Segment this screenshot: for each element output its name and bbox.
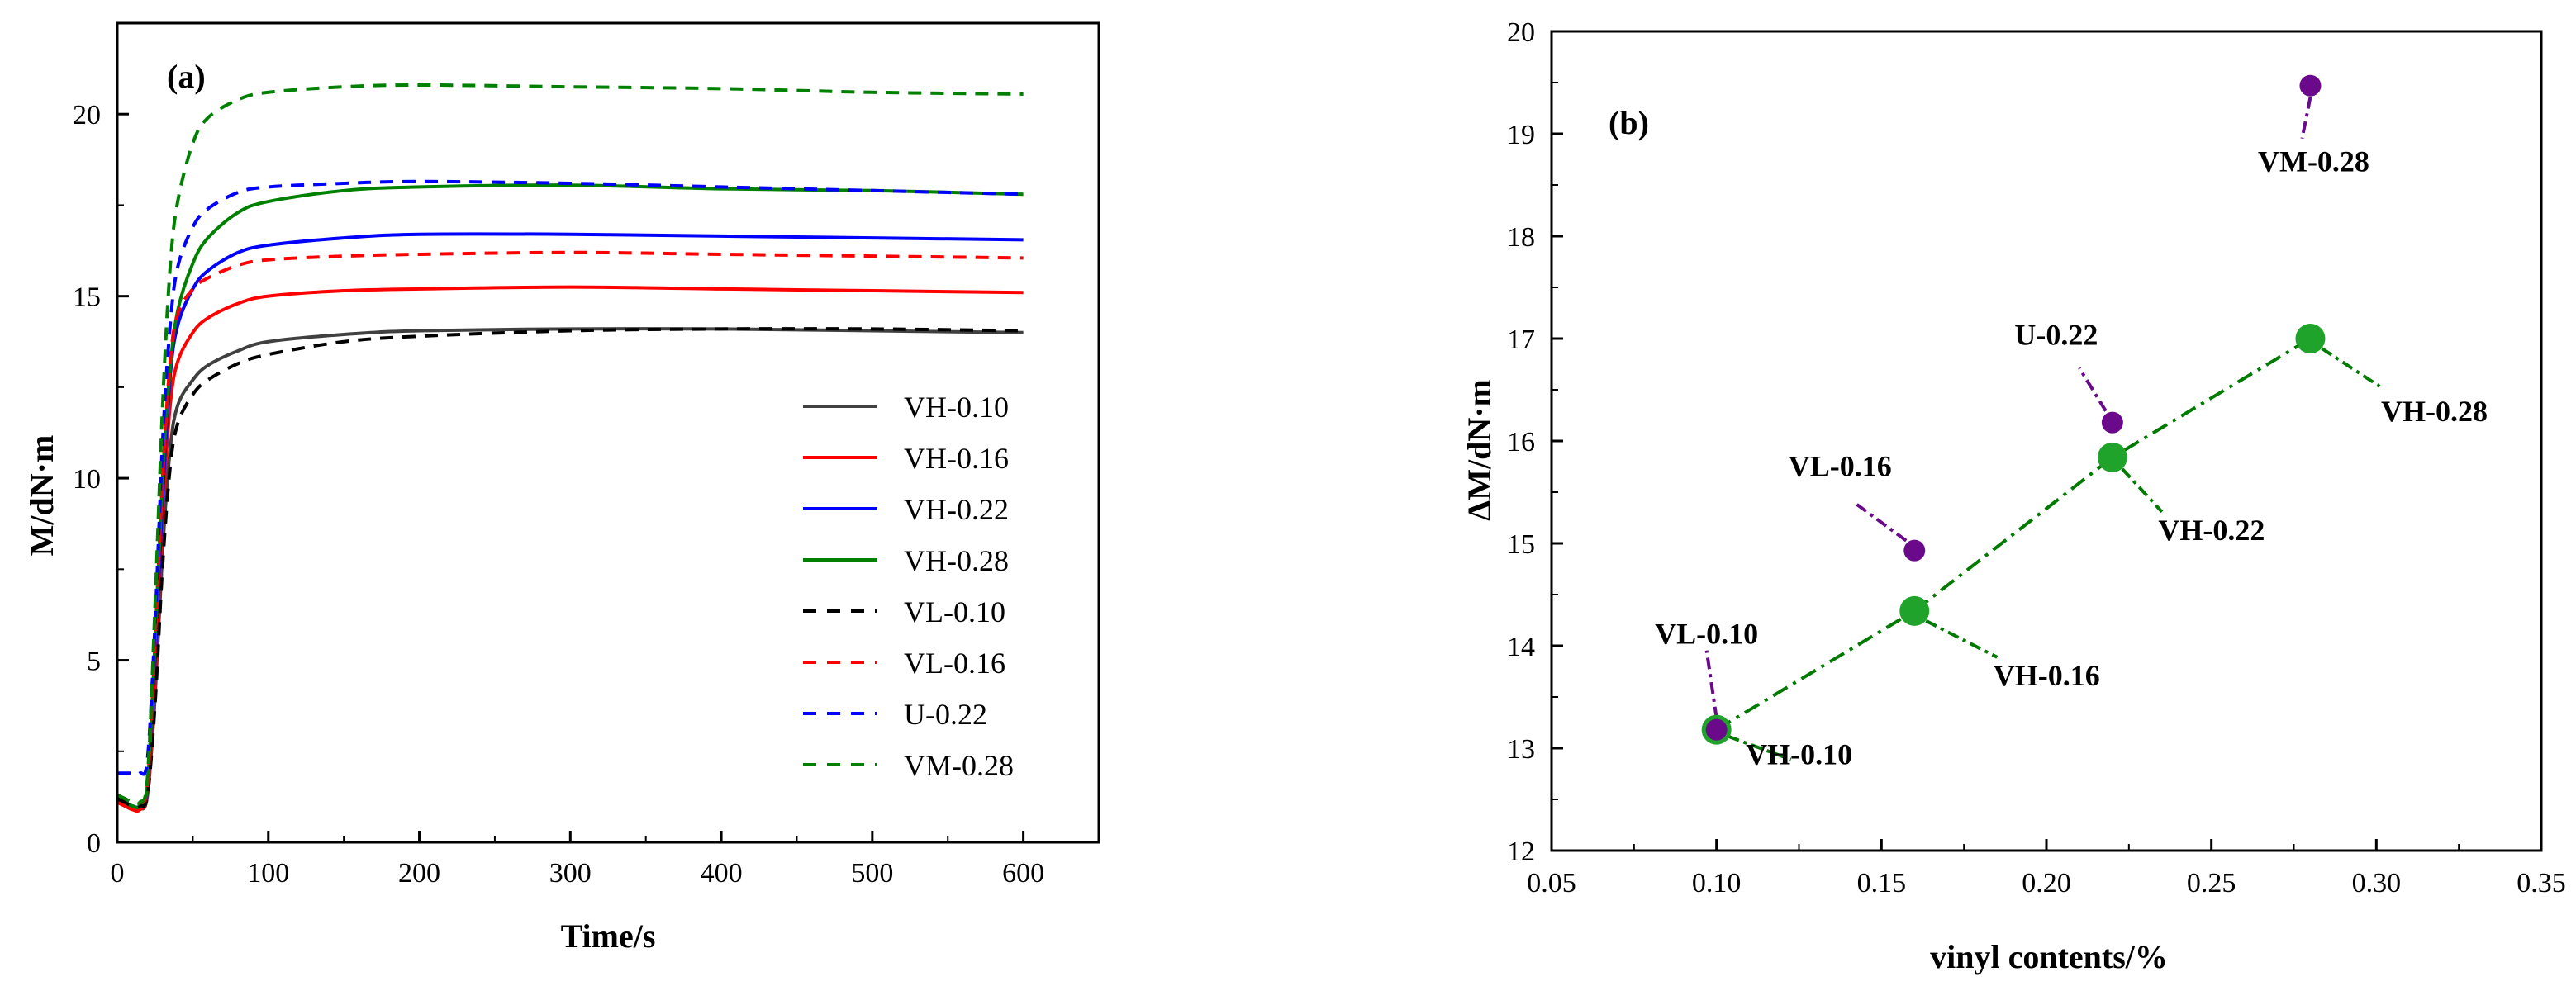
b-x-tick-label: 0.35 [2517,868,2566,898]
b-y-tick-label: 20 [1507,17,1535,48]
panel-b-y-axis-title: ΔM/dN·m [1461,379,1498,521]
point-label-VL-0.10: VL-0.10 [1655,618,1758,651]
series-line-VH-0.28 [116,183,1024,810]
b-y-tick-label: 16 [1507,427,1535,457]
point-U-0.22 [2101,411,2123,434]
point-label-VH-0.22: VH-0.22 [2158,514,2265,547]
panel-a-plot-frame [116,21,1100,844]
b-y-tick-label: 19 [1507,120,1535,150]
legend-label-U-0.22: U-0.22 [904,698,987,731]
leader-VH-0.10 [1727,734,1792,761]
leader-VH-0.28 [2321,347,2381,388]
series-line-VH-0.16 [116,285,1024,813]
series-line-VL-0.10 [116,327,1024,809]
point-VL-0.10 [1705,718,1728,741]
a-x-tick-label: 0 [111,858,125,889]
a-y-tick-label: 15 [73,282,101,313]
a-x-tick-label: 500 [851,858,893,889]
b-x-tick-label: 0.20 [2022,868,2071,898]
b-x-tick-label: 0.30 [2352,868,2402,898]
panel-b-label: (b) [1609,104,1649,141]
point-VM-0.28 [2299,74,2322,97]
panel-b-trend-line [1715,337,2312,732]
legend-label-VM-0.28: VM-0.28 [904,749,1014,782]
panel-a-legend: VH-0.10 VH-0.16 VH-0.22 VH-0.28 VL-0.10 VL-0.… [803,391,1014,782]
a-x-tick-label: 400 [701,858,743,889]
panel-a-x-axis-title: Time/s [561,917,656,955]
point-label-VH-0.28: VH-0.28 [2381,395,2488,428]
point-label-VL-0.16: VL-0.16 [1789,450,1892,483]
vh-trend-line [1715,337,2312,732]
b-y-tick-label: 14 [1507,632,1535,662]
point-VH-0.16 [1899,595,1930,626]
series-line-VM-0.28 [116,83,1024,806]
point-VL-0.16 [1903,539,1926,562]
panel-a-series-lines [116,83,1024,813]
panel-a-tick-labels: 0 100 200 300 400 500 600 0 5 10 15 20 [73,100,1044,889]
leader-VL-0.16 [1856,503,1908,543]
b-x-tick-label: 0.15 [1857,868,1907,898]
legend-label-VH-0.10: VH-0.10 [904,391,1009,424]
a-x-tick-label: 200 [398,858,440,889]
panel-b-plot-frame [1550,30,2543,852]
b-y-tick-label: 12 [1507,837,1535,867]
series-line-U-0.22 [117,179,1024,776]
a-y-tick-label: 0 [87,828,101,859]
leader-VL-0.10 [1704,650,1718,718]
panel-a-label: (a) [167,58,206,95]
panel-a-y-axis-title: M/dN·m [23,435,60,557]
a-x-tick-label: 300 [549,858,592,889]
point-label-U-0.22: U-0.22 [2014,319,2098,352]
leader-VH-0.22 [2121,467,2164,514]
a-y-tick-label: 20 [73,100,101,130]
legend-label-VH-0.16: VH-0.16 [904,442,1009,475]
panel-b-points [1701,74,2326,745]
b-x-tick-label: 0.10 [1692,868,1742,898]
legend-label-VL-0.10: VL-0.10 [904,595,1005,628]
panel-b-ticks [1550,30,2543,852]
panel-b-tick-labels: 0.05 0.10 0.15 0.20 0.25 0.30 0.35 12 13 14 15 16 17… [1507,17,2566,898]
point-label-VH-0.16: VH-0.16 [1994,659,2100,692]
legend-label-VH-0.28: VH-0.28 [904,544,1009,577]
b-x-tick-label: 0.05 [1527,868,1576,898]
b-y-tick-label: 17 [1507,325,1535,355]
point-label-VM-0.28: VM-0.28 [2258,145,2369,178]
panel-a-ticks [116,112,1025,844]
point-label-VH-0.10: VH-0.10 [1746,738,1852,771]
leader-VH-0.16 [1925,619,1999,659]
panel-b-point-labels: VH-0.10 VH-0.16 VH-0.22 VH-0.28 VL-0.10 VL-0.… [1655,145,2488,771]
a-x-tick-label: 100 [247,858,289,889]
point-VH-0.28 [2295,324,2326,353]
legend-label-VL-0.16: VL-0.16 [904,647,1005,680]
series-line-VH-0.22 [116,232,1024,809]
panel-b-delta-torque: 0.05 0.10 0.15 0.20 0.25 0.30 0.35 12 13 14 15 16 17… [1461,17,2566,975]
leader-U-0.22 [2078,367,2108,412]
a-y-tick-label: 5 [87,647,101,677]
panel-b-label-leaders [1704,97,2381,761]
series-line-VH-0.10 [116,327,1024,813]
point-VH-0.22 [2097,442,2127,472]
a-y-tick-label: 10 [73,464,101,495]
b-y-tick-label: 15 [1507,529,1535,560]
legend-label-VH-0.22: VH-0.22 [904,493,1009,526]
b-x-tick-label: 0.25 [2187,868,2236,898]
a-x-tick-label: 600 [1002,858,1044,889]
leader-VM-0.28 [2300,97,2312,140]
panel-a-cure-curves: 0 100 200 300 400 500 600 0 5 10 15 20 (a) Time/s M… [23,21,1100,955]
b-y-tick-label: 18 [1507,222,1535,253]
series-line-VL-0.16 [116,250,1024,806]
b-y-tick-label: 13 [1507,734,1535,765]
panel-b-x-axis-title: vinyl contents/% [1930,938,2168,975]
